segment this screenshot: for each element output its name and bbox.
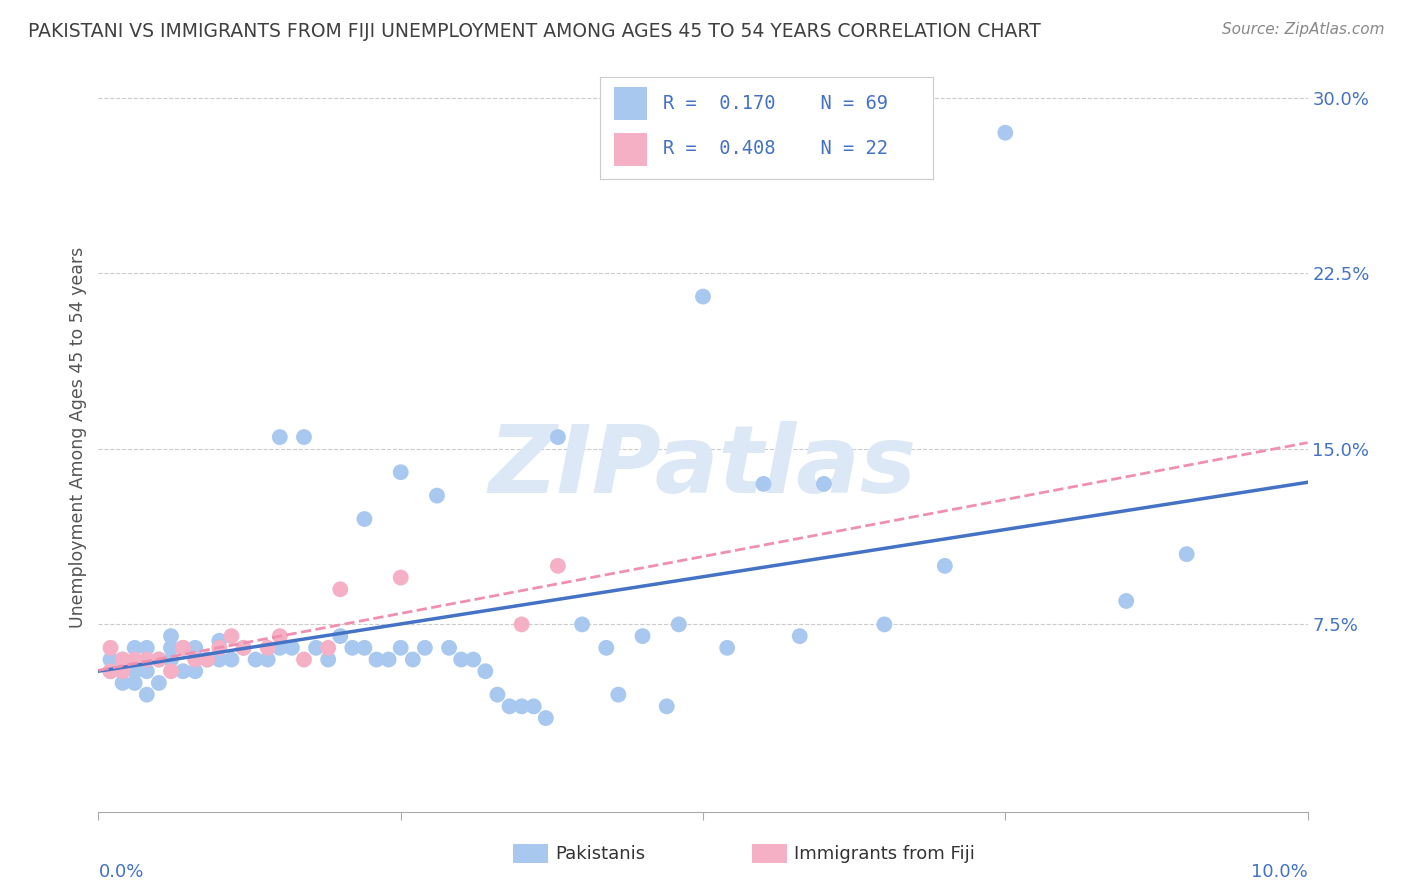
Point: [100, 652, 122, 666]
Point: [208, 633, 231, 648]
Point: [160, 640, 183, 655]
Point: [100, 640, 122, 655]
Point: [184, 640, 207, 655]
Point: [316, 652, 339, 666]
Point: [208, 652, 231, 666]
Point: [994, 126, 1017, 140]
Point: [232, 640, 254, 655]
Point: [124, 652, 146, 666]
Point: [148, 652, 170, 666]
Point: [221, 629, 243, 643]
Point: [111, 664, 134, 679]
Point: [281, 640, 304, 655]
Point: [547, 558, 569, 573]
Point: [111, 652, 134, 666]
Text: PAKISTANI VS IMMIGRANTS FROM FIJI UNEMPLOYMENT AMONG AGES 45 TO 54 YEARS CORRELA: PAKISTANI VS IMMIGRANTS FROM FIJI UNEMPL…: [28, 22, 1040, 41]
Point: [534, 711, 557, 725]
Text: 10.0%: 10.0%: [1251, 863, 1308, 881]
Point: [160, 652, 183, 666]
Point: [292, 430, 315, 444]
Point: [135, 652, 157, 666]
Y-axis label: Unemployment Among Ages 45 to 54 years: Unemployment Among Ages 45 to 54 years: [69, 246, 87, 628]
Point: [607, 688, 630, 702]
Point: [316, 640, 339, 655]
Point: [1115, 594, 1137, 608]
Text: 0.0%: 0.0%: [98, 863, 143, 881]
Point: [124, 676, 146, 690]
Point: [195, 652, 218, 666]
Point: [172, 664, 194, 679]
Point: [353, 512, 375, 526]
Point: [124, 640, 146, 655]
Point: [160, 664, 183, 679]
Point: [172, 640, 194, 655]
Point: [208, 640, 231, 655]
Point: [474, 664, 496, 679]
Point: [668, 617, 690, 632]
Point: [716, 640, 738, 655]
Point: [292, 652, 315, 666]
Text: Source: ZipAtlas.com: Source: ZipAtlas.com: [1222, 22, 1385, 37]
Point: [245, 652, 267, 666]
Point: [377, 652, 399, 666]
Point: [510, 617, 533, 632]
Point: [389, 640, 412, 655]
Point: [510, 699, 533, 714]
Point: [1175, 547, 1198, 561]
Point: [100, 664, 122, 679]
Point: [789, 629, 811, 643]
Point: [463, 652, 485, 666]
Point: [595, 640, 617, 655]
Point: [111, 676, 134, 690]
Point: [100, 664, 122, 679]
Point: [389, 571, 412, 585]
Point: [256, 640, 278, 655]
Point: [329, 582, 352, 597]
Point: [135, 640, 157, 655]
Point: [389, 465, 412, 479]
Point: [172, 640, 194, 655]
Point: [402, 652, 425, 666]
Point: [450, 652, 472, 666]
Point: [269, 629, 291, 643]
Point: [655, 699, 678, 714]
Point: [631, 629, 654, 643]
Point: [486, 688, 509, 702]
Point: [148, 676, 170, 690]
Point: [195, 652, 218, 666]
Point: [184, 664, 207, 679]
Point: [184, 652, 207, 666]
Point: [752, 476, 775, 491]
Point: [498, 699, 520, 714]
Point: [813, 476, 835, 491]
Text: Immigrants from Fiji: Immigrants from Fiji: [794, 845, 976, 863]
Point: [692, 289, 714, 303]
Text: ZIPatlas: ZIPatlas: [489, 421, 917, 513]
Point: [873, 617, 896, 632]
Point: [232, 640, 254, 655]
Point: [571, 617, 593, 632]
Point: [148, 652, 170, 666]
Point: [160, 629, 183, 643]
Point: [221, 652, 243, 666]
Point: [437, 640, 460, 655]
Point: [135, 664, 157, 679]
Point: [305, 640, 328, 655]
Point: [353, 640, 375, 655]
Point: [124, 664, 146, 679]
Point: [135, 688, 157, 702]
Point: [269, 640, 291, 655]
Point: [111, 652, 134, 666]
Point: [547, 430, 569, 444]
Point: [523, 699, 546, 714]
Point: [342, 640, 364, 655]
Text: Pakistanis: Pakistanis: [555, 845, 645, 863]
Point: [366, 652, 388, 666]
Point: [426, 489, 449, 503]
Point: [934, 558, 956, 573]
Point: [329, 629, 352, 643]
Point: [269, 430, 291, 444]
Point: [256, 652, 278, 666]
Point: [413, 640, 436, 655]
